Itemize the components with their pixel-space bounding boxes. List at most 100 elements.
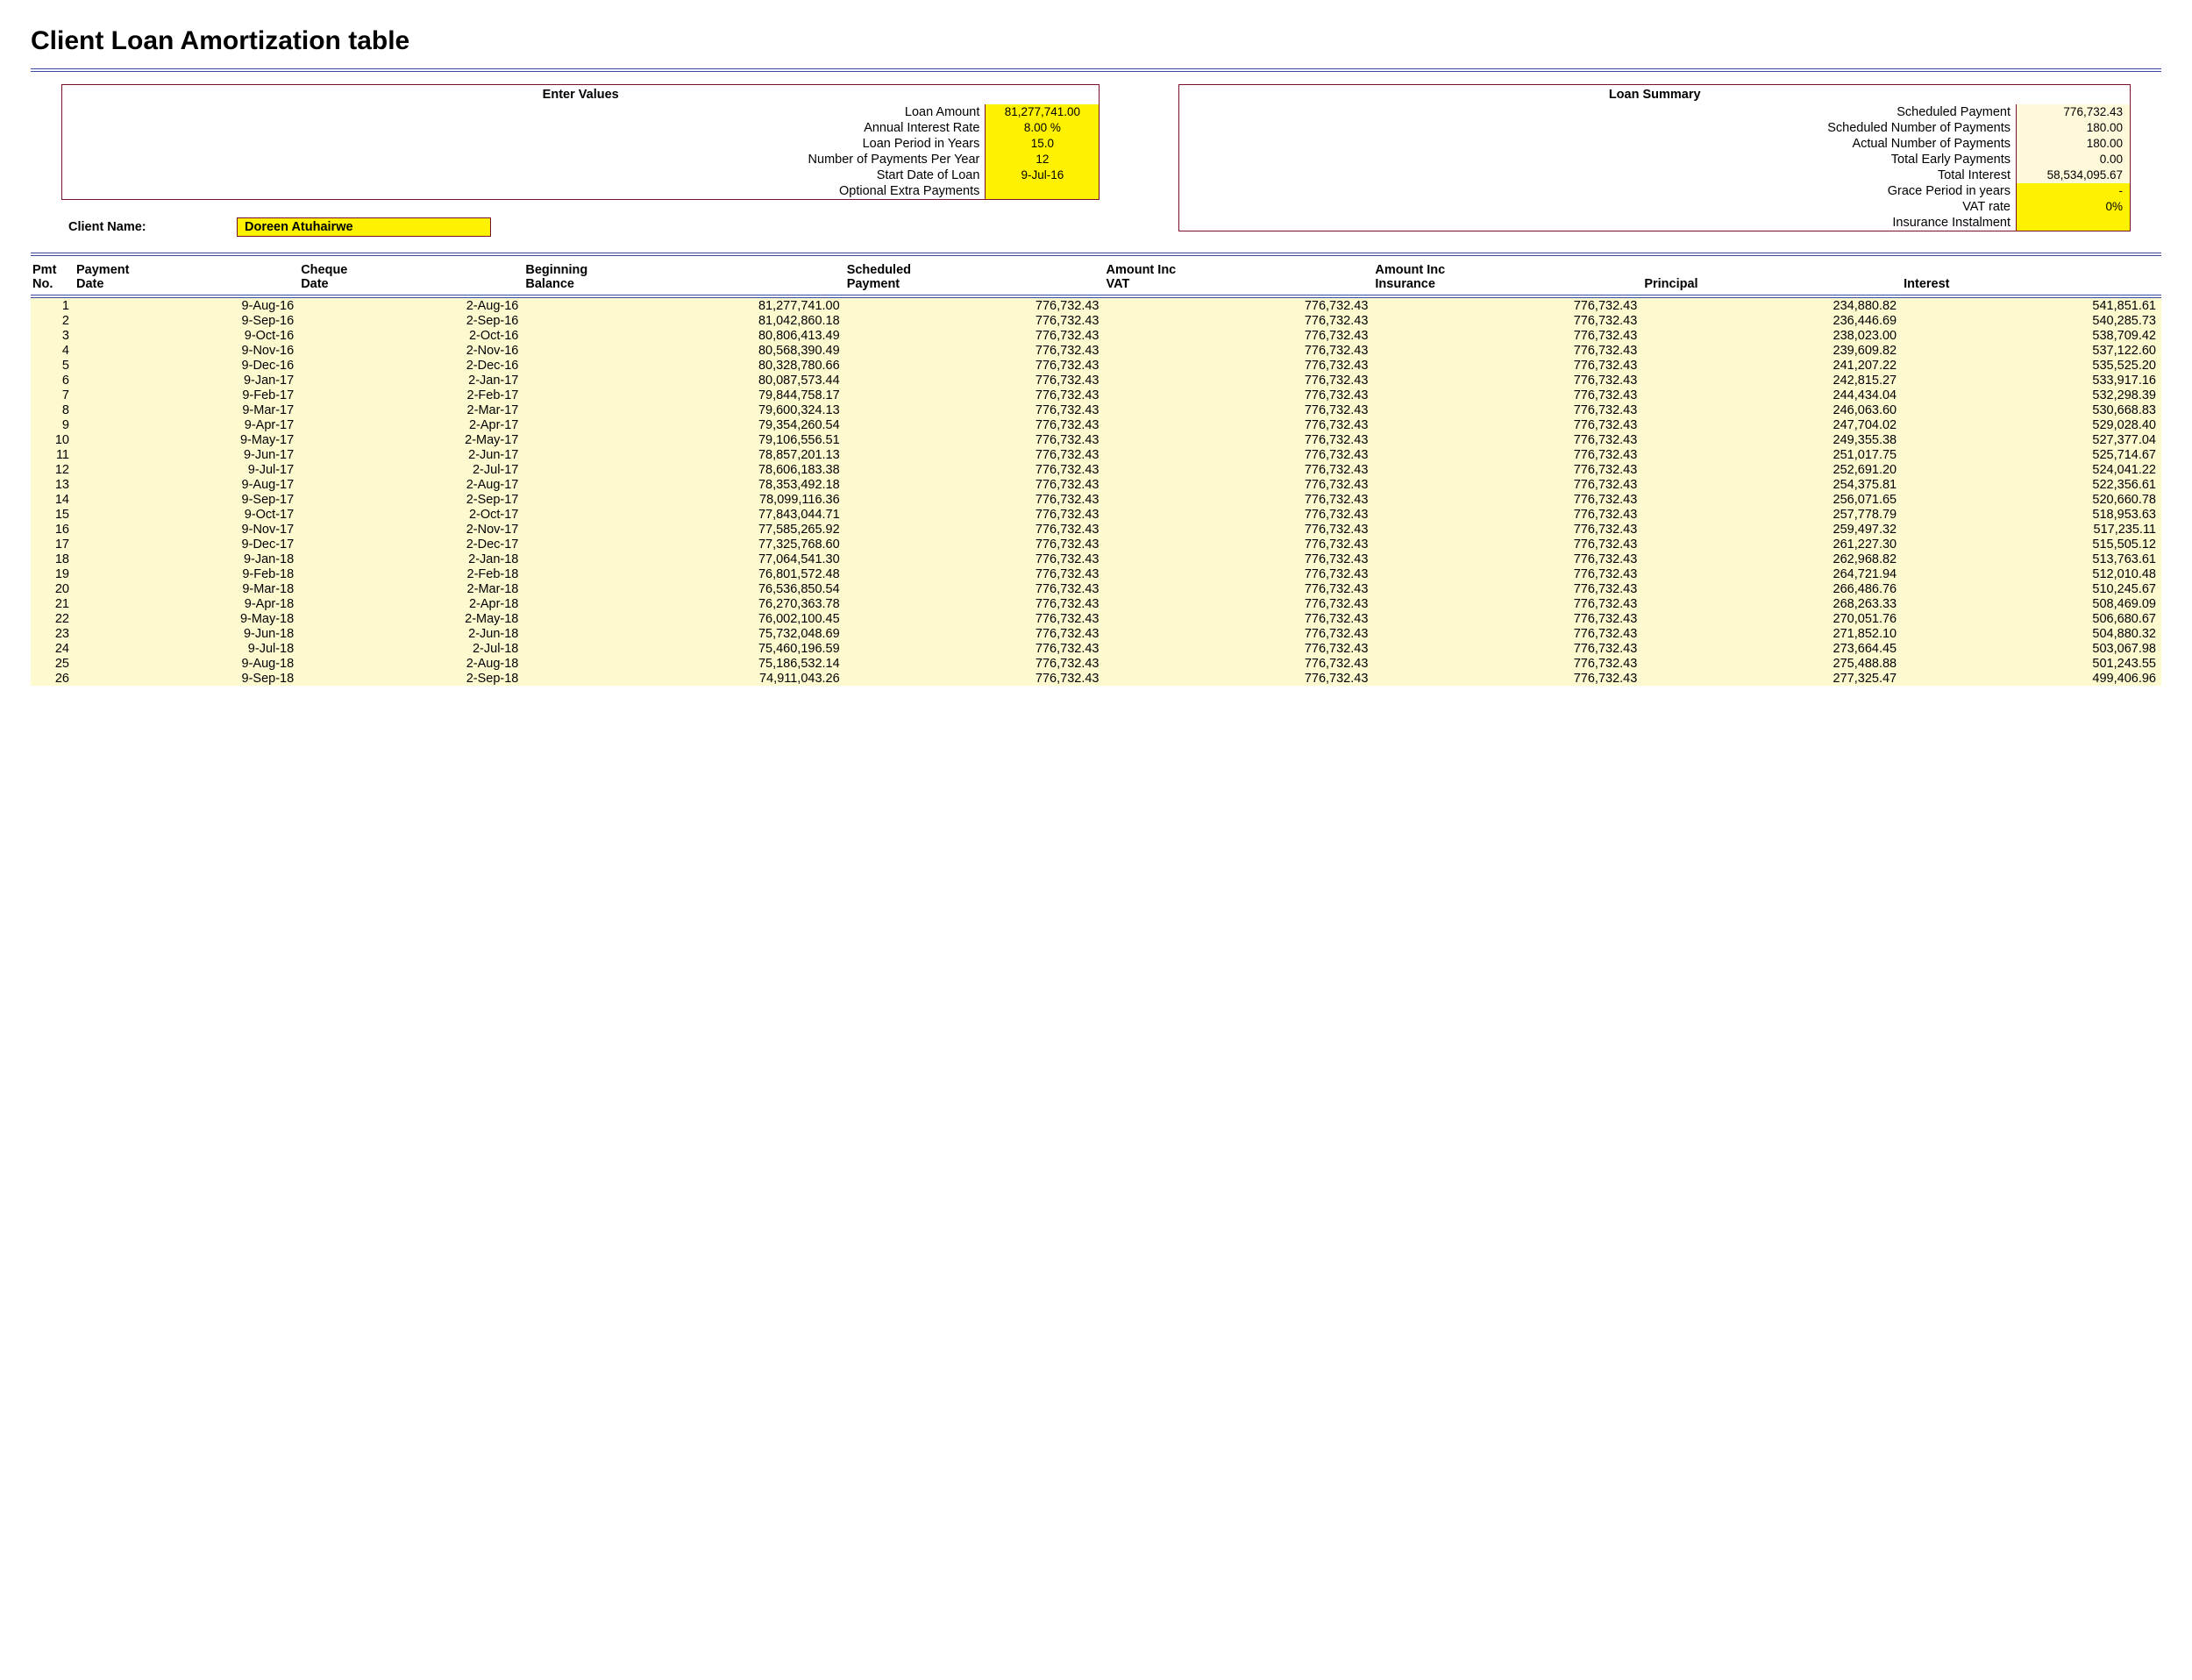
table-cell: 512,010.48 [1902, 566, 2161, 581]
table-cell: 8 [31, 402, 75, 417]
kv-value[interactable]: 9-Jul-16 [985, 167, 1099, 183]
table-cell: 271,852.10 [1642, 626, 1902, 641]
table-cell: 78,099,116.36 [523, 492, 844, 507]
table-row: 169-Nov-172-Nov-1777,585,265.92776,732.4… [31, 522, 2161, 537]
column-header: PaymentDate [75, 260, 299, 295]
table-cell: 264,721.94 [1642, 566, 1902, 581]
table-row: 79-Feb-172-Feb-1779,844,758.17776,732.43… [31, 388, 2161, 402]
table-cell: 9-Dec-17 [75, 537, 299, 552]
table-cell: 776,732.43 [1105, 507, 1374, 522]
table-row: 269-Sep-182-Sep-1874,911,043.26776,732.4… [31, 671, 2161, 686]
table-cell: 776,732.43 [845, 522, 1105, 537]
table-cell: 776,732.43 [1105, 596, 1374, 611]
table-cell: 9-Oct-16 [75, 328, 299, 343]
table-row: 239-Jun-182-Jun-1875,732,048.69776,732.4… [31, 626, 2161, 641]
table-cell: 776,732.43 [845, 656, 1105, 671]
table-cell: 16 [31, 522, 75, 537]
table-cell: 76,270,363.78 [523, 596, 844, 611]
table-cell: 26 [31, 671, 75, 686]
client-name-value[interactable]: Doreen Atuhairwe [237, 217, 491, 237]
table-cell: 9-May-18 [75, 611, 299, 626]
kv-value[interactable]: 81,277,741.00 [985, 104, 1099, 120]
table-cell: 2-Jan-17 [299, 373, 523, 388]
table-cell: 18 [31, 552, 75, 566]
table-cell: 23 [31, 626, 75, 641]
table-cell: 78,606,183.38 [523, 462, 844, 477]
table-cell: 74,911,043.26 [523, 671, 844, 686]
table-cell: 15 [31, 507, 75, 522]
kv-row: Annual Interest Rate8.00 % [62, 120, 1099, 136]
table-cell: 2-Nov-16 [299, 343, 523, 358]
kv-row: Total Early Payments0.00 [1179, 152, 2130, 167]
mid-divider [31, 253, 2161, 256]
table-cell: 776,732.43 [845, 626, 1105, 641]
table-cell: 273,664.45 [1642, 641, 1902, 656]
table-cell: 238,023.00 [1642, 328, 1902, 343]
table-cell: 9-May-17 [75, 432, 299, 447]
table-cell: 76,536,850.54 [523, 581, 844, 596]
table-cell: 776,732.43 [1373, 328, 1642, 343]
table-cell: 7 [31, 388, 75, 402]
kv-label: Scheduled Payment [1179, 104, 2016, 120]
table-row: 189-Jan-182-Jan-1877,064,541.30776,732.4… [31, 552, 2161, 566]
table-cell: 776,732.43 [1105, 626, 1374, 641]
table-cell: 537,122.60 [1902, 343, 2161, 358]
table-cell: 261,227.30 [1642, 537, 1902, 552]
kv-value[interactable]: 8.00 % [985, 120, 1099, 136]
table-cell: 529,028.40 [1902, 417, 2161, 432]
table-cell: 239,609.82 [1642, 343, 1902, 358]
table-cell: 541,851.61 [1902, 298, 2161, 313]
table-cell: 21 [31, 596, 75, 611]
table-cell: 776,732.43 [845, 507, 1105, 522]
table-cell: 776,732.43 [845, 477, 1105, 492]
table-row: 259-Aug-182-Aug-1875,186,532.14776,732.4… [31, 656, 2161, 671]
table-cell: 2-Feb-18 [299, 566, 523, 581]
table-row: 199-Feb-182-Feb-1876,801,572.48776,732.4… [31, 566, 2161, 581]
table-cell: 776,732.43 [1373, 596, 1642, 611]
table-cell: 2-Sep-18 [299, 671, 523, 686]
kv-label: Optional Extra Payments [62, 183, 985, 199]
table-cell: 4 [31, 343, 75, 358]
table-cell: 75,460,196.59 [523, 641, 844, 656]
kv-value[interactable]: - [2016, 183, 2130, 199]
kv-label: Number of Payments Per Year [62, 152, 985, 167]
kv-row: Grace Period in years- [1179, 183, 2130, 199]
table-cell: 2-Apr-18 [299, 596, 523, 611]
table-cell: 776,732.43 [1373, 566, 1642, 581]
column-header: Amount IncVAT [1105, 260, 1374, 295]
kv-label: Insurance Instalment [1179, 215, 2016, 231]
kv-value[interactable]: 12 [985, 152, 1099, 167]
table-cell: 533,917.16 [1902, 373, 2161, 388]
table-cell: 513,763.61 [1902, 552, 2161, 566]
table-row: 69-Jan-172-Jan-1780,087,573.44776,732.43… [31, 373, 2161, 388]
table-row: 39-Oct-162-Oct-1680,806,413.49776,732.43… [31, 328, 2161, 343]
table-cell: 251,017.75 [1642, 447, 1902, 462]
kv-value[interactable] [985, 183, 1099, 199]
table-cell: 776,732.43 [845, 373, 1105, 388]
table-cell: 776,732.43 [845, 671, 1105, 686]
table-cell: 776,732.43 [845, 417, 1105, 432]
column-header: ChequeDate [299, 260, 523, 295]
client-name-row: Client Name: Doreen Atuhairwe [61, 217, 1100, 237]
kv-value[interactable]: 0% [2016, 199, 2130, 215]
kv-row: Total Interest58,534,095.67 [1179, 167, 2130, 183]
table-cell: 19 [31, 566, 75, 581]
table-cell: 776,732.43 [1105, 581, 1374, 596]
table-cell: 776,732.43 [1373, 477, 1642, 492]
table-cell: 2-Aug-17 [299, 477, 523, 492]
table-row: 129-Jul-172-Jul-1778,606,183.38776,732.4… [31, 462, 2161, 477]
table-cell: 776,732.43 [1373, 522, 1642, 537]
table-cell: 259,497.32 [1642, 522, 1902, 537]
kv-value[interactable] [2016, 215, 2130, 231]
table-cell: 2-Jul-18 [299, 641, 523, 656]
table-cell: 252,691.20 [1642, 462, 1902, 477]
table-cell: 11 [31, 447, 75, 462]
table-cell: 776,732.43 [1373, 462, 1642, 477]
table-cell: 262,968.82 [1642, 552, 1902, 566]
table-cell: 504,880.32 [1902, 626, 2161, 641]
table-cell: 80,087,573.44 [523, 373, 844, 388]
table-cell: 776,732.43 [845, 343, 1105, 358]
table-cell: 2-Jul-17 [299, 462, 523, 477]
kv-value[interactable]: 15.0 [985, 136, 1099, 152]
table-cell: 776,732.43 [1373, 417, 1642, 432]
